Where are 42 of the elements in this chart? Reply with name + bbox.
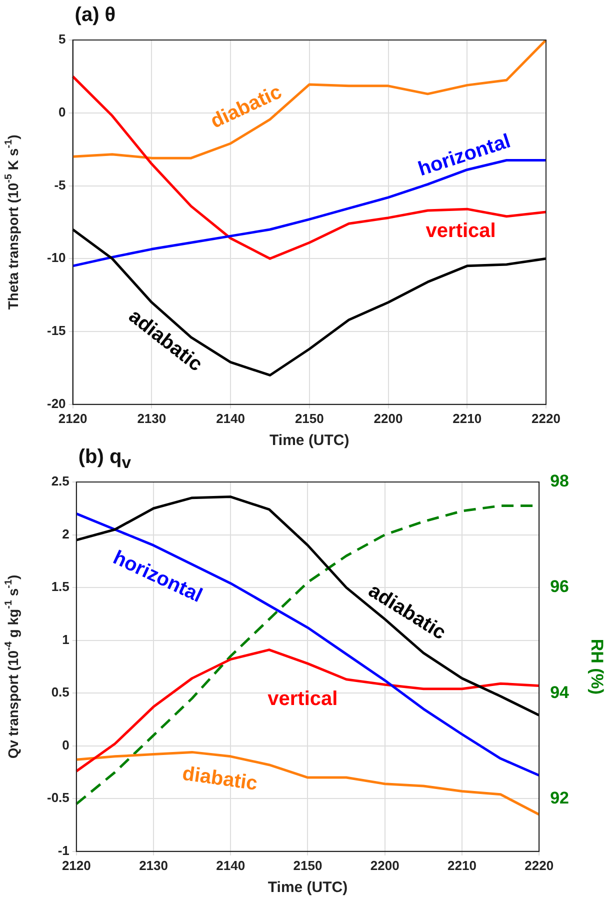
y-tick-label: 0 (62, 737, 70, 752)
text: diabatic (180, 762, 259, 796)
y-tick-label: -10 (46, 250, 66, 266)
y-tick-label: 1.5 (51, 579, 70, 594)
y-tick-label: 2.5 (51, 474, 70, 489)
chart-title: (a) θ (74, 4, 116, 27)
y-tick-label: 5 (58, 32, 66, 47)
y-tick-label: 2 (62, 526, 70, 542)
x-tick-label: 2220 (532, 410, 560, 426)
x-tick-label: 2140 (216, 858, 246, 873)
x-tick-label: 2210 (448, 858, 476, 873)
y-tick-label: -1 (58, 842, 70, 858)
x-tick-label: 2200 (370, 858, 400, 873)
x-tick-label: 2120 (58, 410, 88, 426)
y-tick-label: -15 (46, 323, 66, 338)
chart-title: (b) q$_{v}$ (78, 446, 131, 473)
y2-tick-label: 98 (550, 472, 570, 491)
x-tick-label: 2140 (216, 410, 245, 426)
y-tick-label: -20 (46, 396, 66, 411)
y2-tick-label: 96 (550, 577, 570, 596)
y-axis-title: Qv transport (10-4 g kg-1 s-1) (3, 574, 21, 759)
x-tick-label: 2130 (139, 858, 168, 873)
y-tick-label: -5 (54, 177, 66, 192)
x-axis-title: Time (UTC) (270, 432, 350, 450)
y2-tick-label: 92 (550, 788, 570, 808)
series-label: vertical (268, 688, 338, 710)
y2-axis-title: RH (%) (587, 638, 606, 695)
x-tick-label: 2210 (452, 410, 482, 426)
y-tick-label: 0.5 (51, 684, 70, 700)
x-tick-label: 2220 (524, 858, 554, 873)
x-tick-label: 2150 (293, 858, 322, 873)
y-axis-title: Theta transport (10-5 K s-1) (3, 134, 21, 310)
x-tick-label: 2120 (62, 858, 91, 873)
x-axis-title: Time (UTC) (268, 879, 348, 896)
y-tick-label: 1 (62, 632, 70, 647)
x-tick-label: 2150 (294, 410, 324, 426)
y2-tick-label: 94 (550, 682, 570, 702)
x-tick-label: 2130 (137, 410, 166, 426)
series-label: vertical (426, 220, 496, 242)
y-tick-label: 0 (58, 104, 66, 120)
y-tick-label: -0.5 (46, 790, 70, 806)
x-tick-label: 2200 (374, 410, 403, 426)
